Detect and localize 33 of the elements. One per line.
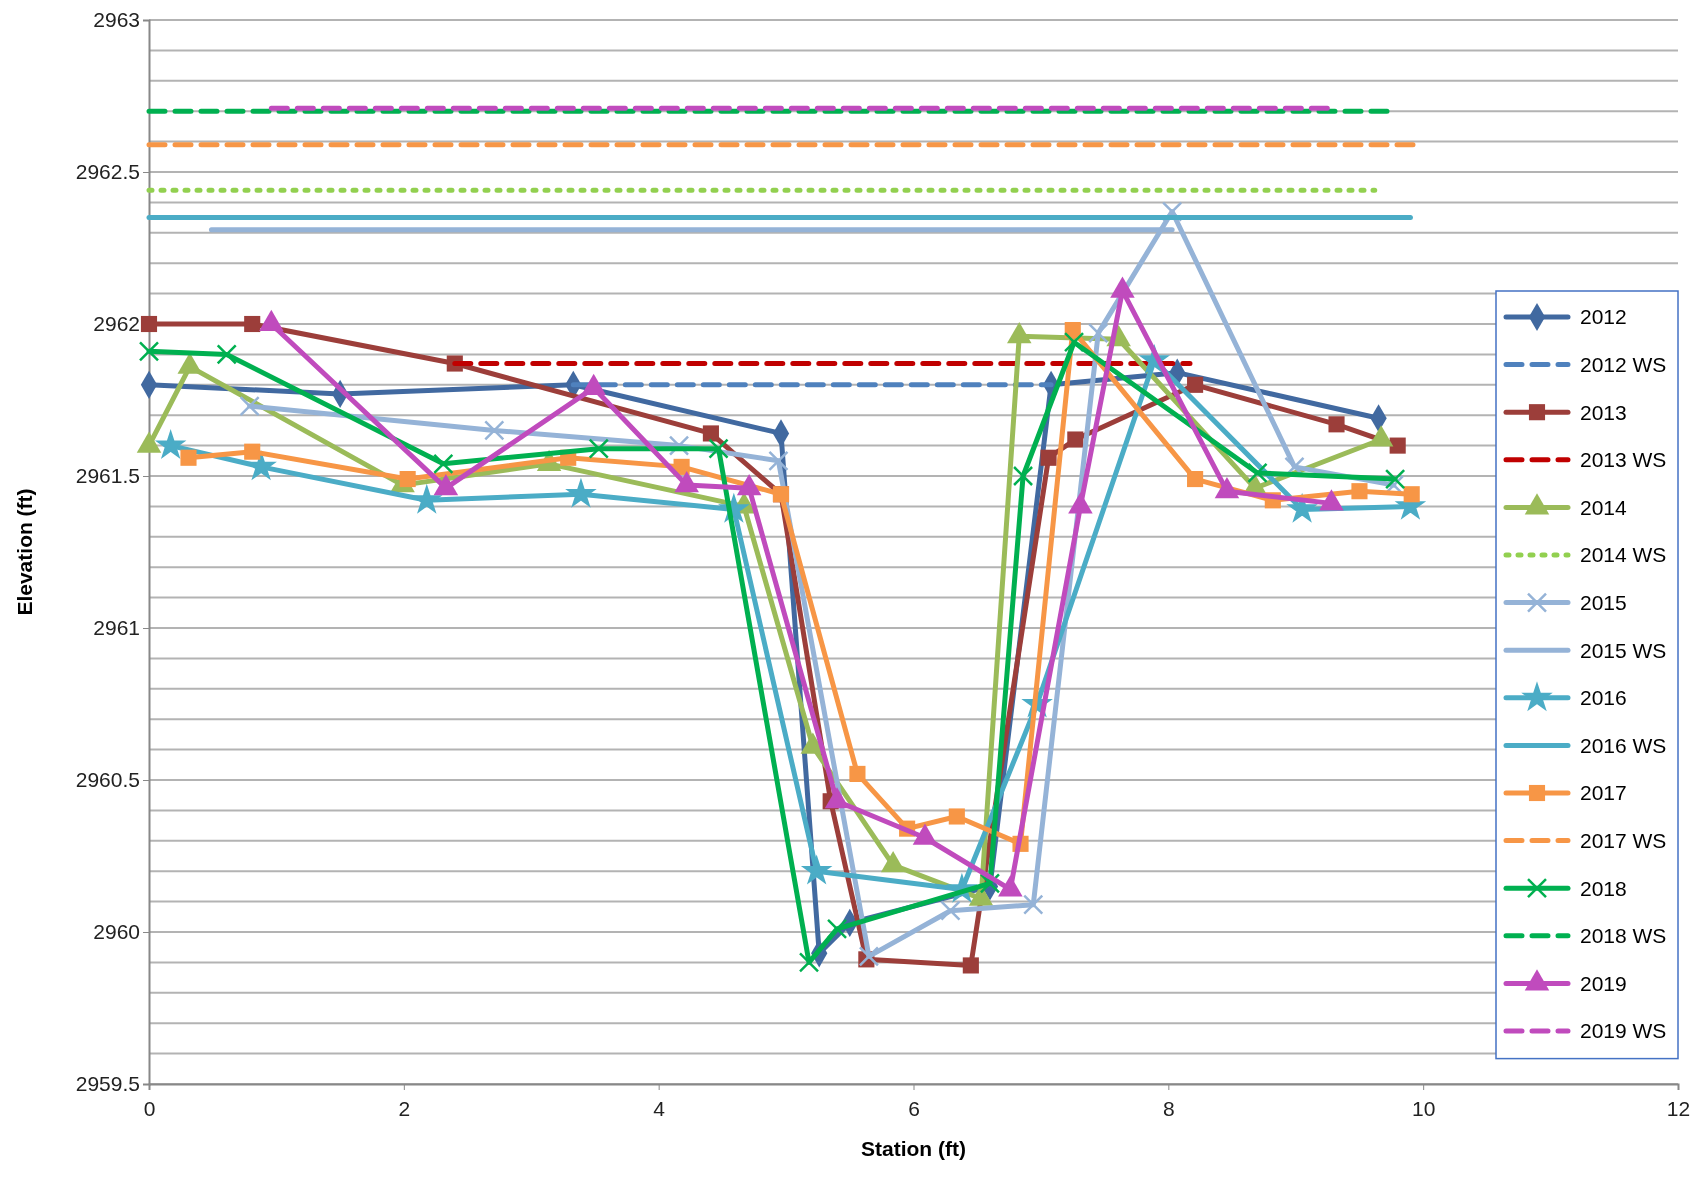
- y-tick-label: 2961.5: [75, 464, 140, 488]
- x-tick-label: 10: [1411, 1097, 1436, 1121]
- legend-label: 2016 WS: [1580, 733, 1667, 757]
- x-tick-label: 8: [1162, 1097, 1175, 1121]
- y-tick-label: 2960.5: [75, 768, 140, 792]
- y-tick-label: 2961: [93, 616, 140, 640]
- legend-label: 2019 WS: [1580, 1019, 1667, 1043]
- x-tick-label: 0: [143, 1097, 156, 1121]
- x-axis-title: Station (ft): [861, 1137, 966, 1160]
- y-tick-label: 2960: [93, 920, 140, 944]
- legend-label: 2019: [1580, 971, 1627, 995]
- legend-label: 2018 WS: [1580, 924, 1667, 948]
- y-tick-label: 2962: [93, 312, 140, 336]
- legend-label: 2015: [1580, 590, 1627, 614]
- legend-label: 2012 WS: [1580, 352, 1667, 376]
- legend-label: 2013 WS: [1580, 448, 1667, 472]
- y-tick-label: 2963: [93, 8, 140, 32]
- y-axis-title: Elevation (ft): [13, 488, 36, 616]
- legend-label: 2014 WS: [1580, 543, 1667, 567]
- legend-label: 2017: [1580, 781, 1627, 805]
- legend-label: 2013: [1580, 400, 1627, 424]
- legend-label: 2012: [1580, 305, 1627, 329]
- legend-label: 2014: [1580, 495, 1628, 519]
- legend-label: 2018: [1580, 876, 1627, 900]
- y-tick-label: 2962.5: [75, 160, 140, 184]
- legend-label: 2016: [1580, 686, 1627, 710]
- legend-label: 2017 WS: [1580, 828, 1667, 852]
- y-tick-label: 2959.5: [75, 1072, 140, 1096]
- x-tick-label: 2: [398, 1097, 411, 1121]
- x-tick-label: 6: [908, 1097, 920, 1121]
- x-tick-label: 12: [1666, 1097, 1691, 1121]
- legend-label: 2015 WS: [1580, 638, 1667, 662]
- x-tick-label: 4: [653, 1097, 666, 1121]
